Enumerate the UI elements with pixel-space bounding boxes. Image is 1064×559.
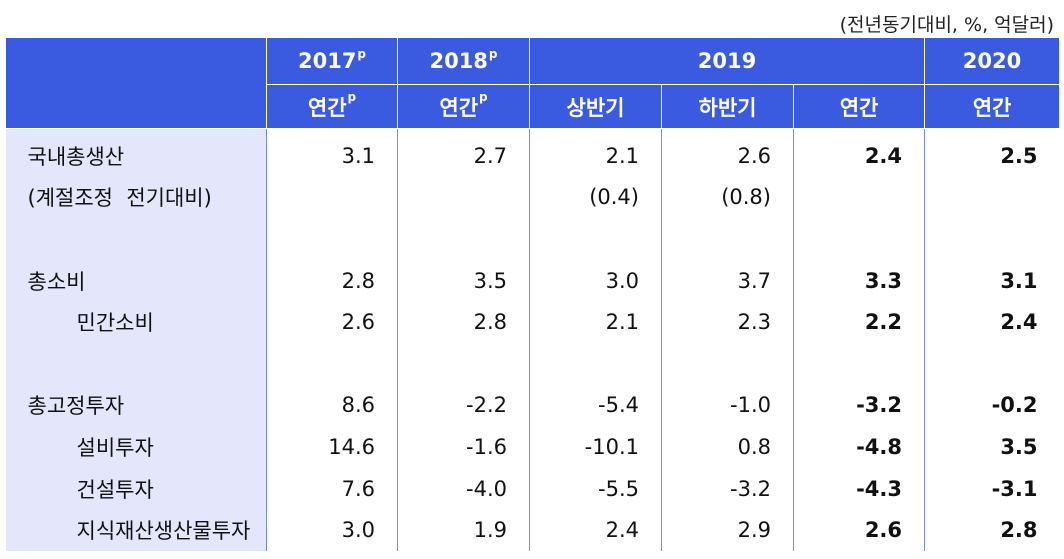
table-cell: -3.1 [924, 467, 1060, 510]
header-row-periods: 연간p 연간p 상반기 하반기 연간 연간 [6, 84, 1061, 129]
table-cell [792, 342, 925, 385]
table-cell: 3.1 [266, 128, 398, 177]
header-period: 연간p [266, 84, 398, 129]
table-cell: 2.8 [924, 509, 1060, 551]
header-row-years: 2017p 2018p 2019 2020 [5, 37, 1061, 129]
header-year-2017: 2017p [266, 37, 398, 85]
row-label: 총소비 [5, 259, 267, 302]
header-period: 연간 [792, 84, 926, 129]
table-cell: 14.6 [266, 426, 398, 468]
table-row: 총고정투자 8.6 -2.2 -5.4 -1.0 -3.2 -0.2 [5, 384, 1060, 427]
unit-note: (전년동기대비, %, 억달러) [839, 14, 1054, 36]
table-row: 총소비 2.8 3.5 3.0 3.7 3.3 3.1 [5, 259, 1060, 302]
table-cell: 3.5 [397, 259, 530, 302]
table-cell: 2.8 [266, 259, 398, 302]
table-cell [529, 218, 662, 260]
table-cell [661, 342, 794, 385]
row-label: 국내총생산 [5, 128, 267, 177]
table-cell [529, 342, 662, 385]
table-cell: 2.8 [397, 301, 530, 343]
table-cell: -4.8 [792, 426, 925, 468]
header-year-2019: 2019 [528, 37, 926, 85]
table-cell [661, 218, 794, 260]
header-corner [5, 37, 267, 129]
table-cell: 2.2 [792, 301, 925, 343]
table-cell [266, 218, 398, 260]
table-cell [397, 218, 530, 260]
table-cell: 2.6 [266, 301, 398, 343]
table-cell: (0.8) [661, 176, 794, 219]
row-label: 설비투자 [5, 426, 267, 468]
table-cell: -2.2 [397, 384, 530, 427]
table-cell [397, 342, 530, 385]
table-cell: 2.5 [924, 128, 1060, 177]
header-period: 상반기 [529, 84, 662, 129]
table-cell: 2.4 [529, 509, 662, 551]
table-cell [792, 218, 925, 260]
table-row: 설비투자 14.6 -1.6 -10.1 0.8 -4.8 3.5 [5, 426, 1060, 468]
forecast-table: 2017p 2018p 2019 2020 연간p 연간p 상반기 하반기 연간… [5, 37, 1061, 551]
table-cell: -4.0 [397, 467, 530, 510]
table-row: 지식재산생산물투자 3.0 1.9 2.4 2.9 2.6 2.8 [5, 509, 1060, 551]
table-cell: 2.6 [661, 128, 794, 177]
table-cell: -5.5 [529, 467, 662, 510]
table-cell: 2.9 [661, 509, 794, 551]
table-cell [792, 176, 925, 219]
row-label: (계절조정 전기대비) [5, 176, 267, 219]
row-label: 총고정투자 [5, 384, 267, 427]
header-year-2018: 2018p [397, 37, 530, 85]
table-cell [924, 176, 1060, 219]
header-period: 연간 [924, 84, 1061, 129]
row-label [5, 218, 267, 260]
table-cell: -0.2 [924, 384, 1060, 427]
table-cell: 2.4 [924, 301, 1060, 343]
table-row [5, 342, 1060, 385]
table-cell [924, 218, 1060, 260]
table-cell [397, 176, 530, 219]
table-cell: 3.3 [792, 259, 925, 302]
table-row: 국내총생산 3.1 2.7 2.1 2.6 2.4 2.5 [5, 128, 1060, 177]
table-cell: -3.2 [661, 467, 794, 510]
table-cell: 0.8 [661, 426, 794, 468]
row-label: 지식재산생산물투자 [5, 509, 267, 551]
table-cell: -5.4 [529, 384, 662, 427]
table-row: 민간소비 2.6 2.8 2.1 2.3 2.2 2.4 [5, 301, 1060, 343]
table-cell: -1.0 [661, 384, 794, 427]
table-cell: -4.3 [792, 467, 925, 510]
table-cell: 2.6 [792, 509, 925, 551]
table-cell: 3.5 [924, 426, 1060, 468]
table-cell: -10.1 [529, 426, 662, 468]
table-cell: 2.1 [529, 128, 662, 177]
table-row [5, 218, 1060, 260]
row-label [5, 342, 267, 385]
header-period: 연간p [397, 84, 530, 129]
table-cell: 2.3 [661, 301, 794, 343]
table-cell: 3.0 [266, 509, 398, 551]
table-cell: 3.0 [529, 259, 662, 302]
row-label: 건설투자 [5, 467, 267, 510]
table-cell: 2.4 [792, 128, 925, 177]
table-cell: -3.2 [792, 384, 925, 427]
table-row: 건설투자 7.6 -4.0 -5.5 -3.2 -4.3 -3.1 [5, 467, 1060, 510]
table-cell: 2.1 [529, 301, 662, 343]
table-cell [266, 176, 398, 219]
row-label: 민간소비 [5, 301, 267, 343]
table-cell: -1.6 [397, 426, 530, 468]
table-cell: (0.4) [529, 176, 662, 219]
table-row: (계절조정 전기대비) (0.4) (0.8) [5, 176, 1060, 219]
table-cell [266, 342, 398, 385]
table-cell: 3.7 [661, 259, 794, 302]
table-cell [924, 342, 1060, 385]
table-cell: 8.6 [266, 384, 398, 427]
header-year-2020: 2020 [924, 37, 1061, 85]
table-cell: 7.6 [266, 467, 398, 510]
header-period: 하반기 [661, 84, 794, 129]
table-cell: 3.1 [924, 259, 1060, 302]
table-cell: 2.7 [397, 128, 530, 177]
table-cell: 1.9 [397, 509, 530, 551]
